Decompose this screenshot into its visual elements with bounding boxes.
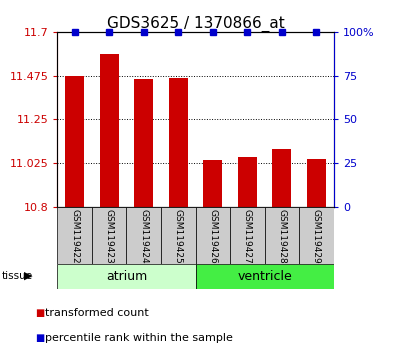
Bar	[65, 76, 84, 207]
Title: GDS3625 / 1370866_at: GDS3625 / 1370866_at	[107, 16, 284, 32]
Bar	[126, 207, 161, 264]
Text: percentile rank within the sample: percentile rank within the sample	[45, 333, 233, 343]
Text: tissue: tissue	[2, 271, 33, 281]
Text: GSM119428: GSM119428	[277, 209, 286, 264]
Text: atrium: atrium	[106, 270, 147, 282]
Bar	[299, 207, 334, 264]
Text: GSM119425: GSM119425	[174, 209, 183, 264]
Bar	[134, 79, 153, 207]
Bar	[196, 264, 334, 289]
Bar	[161, 207, 196, 264]
Bar	[196, 207, 230, 264]
Text: GSM119424: GSM119424	[139, 209, 148, 264]
Bar	[57, 264, 196, 289]
Text: ■: ■	[36, 308, 45, 318]
Bar	[273, 149, 292, 207]
Text: GSM119422: GSM119422	[70, 209, 79, 264]
Bar	[238, 158, 257, 207]
Bar	[100, 54, 118, 207]
Bar	[203, 160, 222, 207]
Text: transformed count: transformed count	[45, 308, 149, 318]
Bar	[307, 159, 326, 207]
Text: ■: ■	[36, 333, 45, 343]
Text: GSM119426: GSM119426	[208, 209, 217, 264]
Bar	[57, 207, 92, 264]
Bar	[230, 207, 265, 264]
Text: GSM119429: GSM119429	[312, 209, 321, 264]
Text: GSM119423: GSM119423	[105, 209, 114, 264]
Text: GSM119427: GSM119427	[243, 209, 252, 264]
Bar	[92, 207, 126, 264]
Bar	[265, 207, 299, 264]
Text: ▶: ▶	[24, 271, 32, 281]
Text: ventricle: ventricle	[237, 270, 292, 282]
Bar	[169, 78, 188, 207]
